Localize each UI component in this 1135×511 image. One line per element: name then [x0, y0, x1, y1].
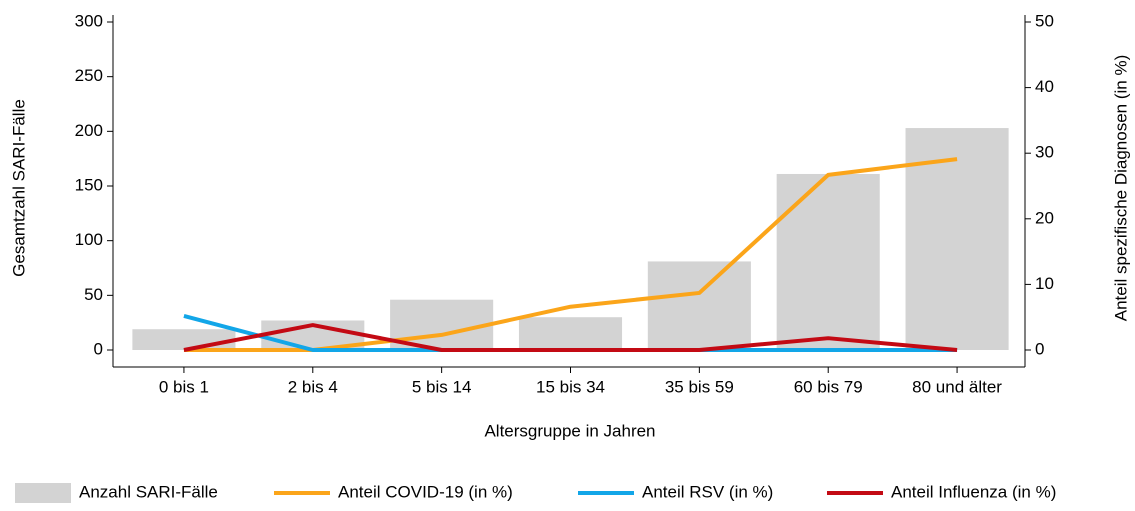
y2-tick-label: 50	[1035, 11, 1054, 30]
bar	[647, 261, 751, 350]
x-tick-label: 60 bis 79	[794, 377, 863, 396]
bar	[132, 329, 236, 350]
x-tick-label: 5 bis 14	[412, 377, 472, 396]
y2-tick-label: 40	[1035, 77, 1054, 96]
bar	[518, 317, 623, 350]
y-axis-label: Gesamtzahl SARI-Fälle	[9, 99, 28, 277]
y-tick-label: 200	[75, 121, 103, 140]
y-tick-label: 0	[94, 339, 103, 358]
bar	[905, 128, 1009, 350]
y2-tick-label: 0	[1035, 339, 1044, 358]
x-tick-label: 0 bis 1	[159, 377, 209, 396]
y2-axis-label: Anteil spezifische Diagnosen (in %)	[1111, 55, 1130, 321]
y-tick-label: 250	[75, 66, 103, 85]
y2-tick-label: 30	[1035, 143, 1054, 162]
y-tick-label: 100	[75, 230, 103, 249]
legend-label: Anzahl SARI-Fälle	[79, 482, 218, 501]
line	[183, 323, 958, 352]
x-tick-label: 35 bis 59	[665, 377, 734, 396]
legend-label: Anteil COVID-19 (in %)	[338, 482, 513, 501]
x-tick-label: 2 bis 4	[288, 377, 338, 396]
bar	[776, 173, 880, 350]
x-axis-label: Altersgruppe in Jahren	[484, 421, 655, 440]
y2-tick-label: 20	[1035, 208, 1054, 227]
legend-swatch	[15, 483, 71, 503]
x-tick-label: 15 bis 34	[536, 377, 605, 396]
x-tick-label: 80 und älter	[912, 377, 1002, 396]
legend-label: Anteil Influenza (in %)	[891, 482, 1056, 501]
y-tick-label: 150	[75, 175, 103, 194]
y-tick-label: 50	[84, 285, 103, 304]
y-tick-label: 300	[75, 11, 103, 30]
y2-tick-label: 10	[1035, 274, 1054, 293]
legend-label: Anteil RSV (in %)	[642, 482, 773, 501]
